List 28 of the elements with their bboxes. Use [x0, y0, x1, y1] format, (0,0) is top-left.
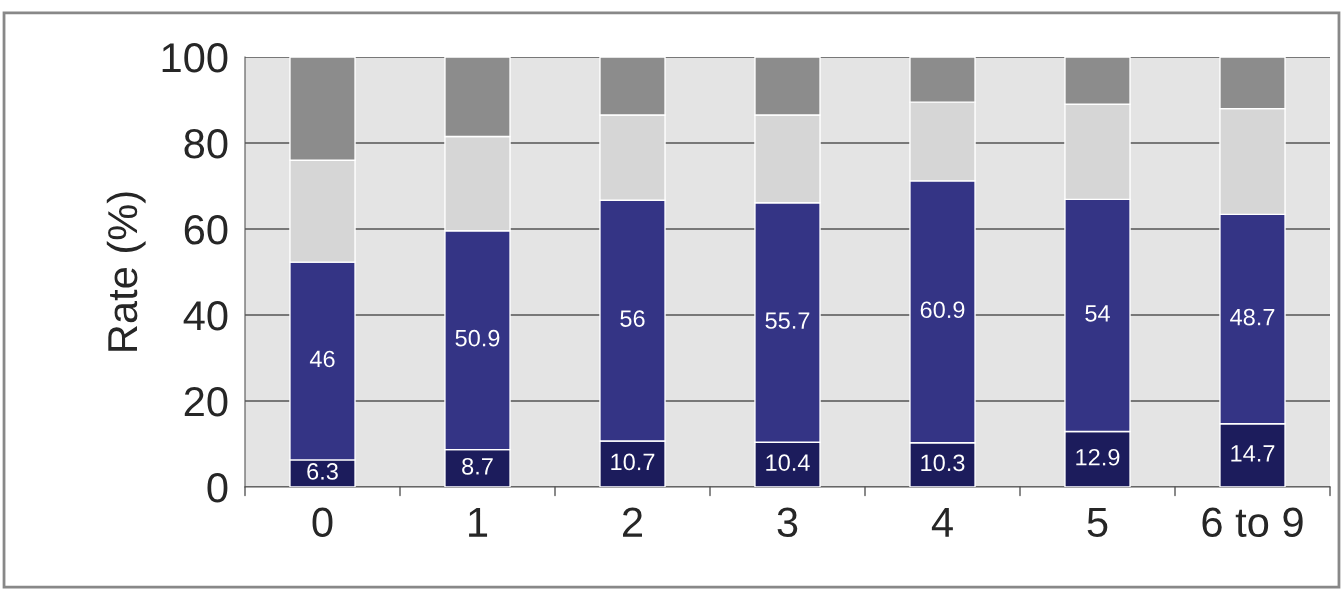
x-tick-label: 4 — [931, 507, 953, 537]
data-label: 56 — [620, 310, 645, 327]
data-label: 14.7 — [1231, 445, 1275, 462]
data-label: 6.3 — [307, 463, 338, 480]
x-tick-label: 0 — [312, 507, 333, 538]
data-label: 55.7 — [765, 312, 810, 329]
y-tick-label: 60 — [184, 215, 228, 245]
data-label: 10.3 — [921, 454, 965, 472]
data-label: 48.7 — [1230, 308, 1275, 326]
x-tick-label: 3 — [777, 507, 798, 538]
x-tick-label: 1 — [469, 507, 488, 537]
y-tick-label: 0 — [207, 473, 228, 503]
x-tick-label: 5 — [1087, 507, 1108, 538]
data-label: 60.9 — [920, 301, 965, 319]
y-tick-label: 100 — [162, 43, 228, 73]
y-tick-label: 20 — [184, 387, 228, 417]
x-tick-label: 6 to 9 — [1202, 507, 1303, 538]
y-axis-title: Rate (%) — [106, 192, 146, 351]
data-label: 12.9 — [1076, 448, 1120, 466]
x-tick-label: 2 — [623, 507, 642, 537]
data-label: 50.9 — [455, 329, 500, 347]
data-label: 10.7 — [611, 453, 655, 471]
data-label: 8.7 — [462, 457, 493, 475]
y-tick-label: 80 — [184, 129, 228, 159]
y-tick-label: 40 — [183, 301, 228, 331]
data-label: 10.4 — [766, 454, 810, 471]
data-label: 54 — [1085, 305, 1110, 322]
data-label: 46 — [309, 350, 335, 368]
